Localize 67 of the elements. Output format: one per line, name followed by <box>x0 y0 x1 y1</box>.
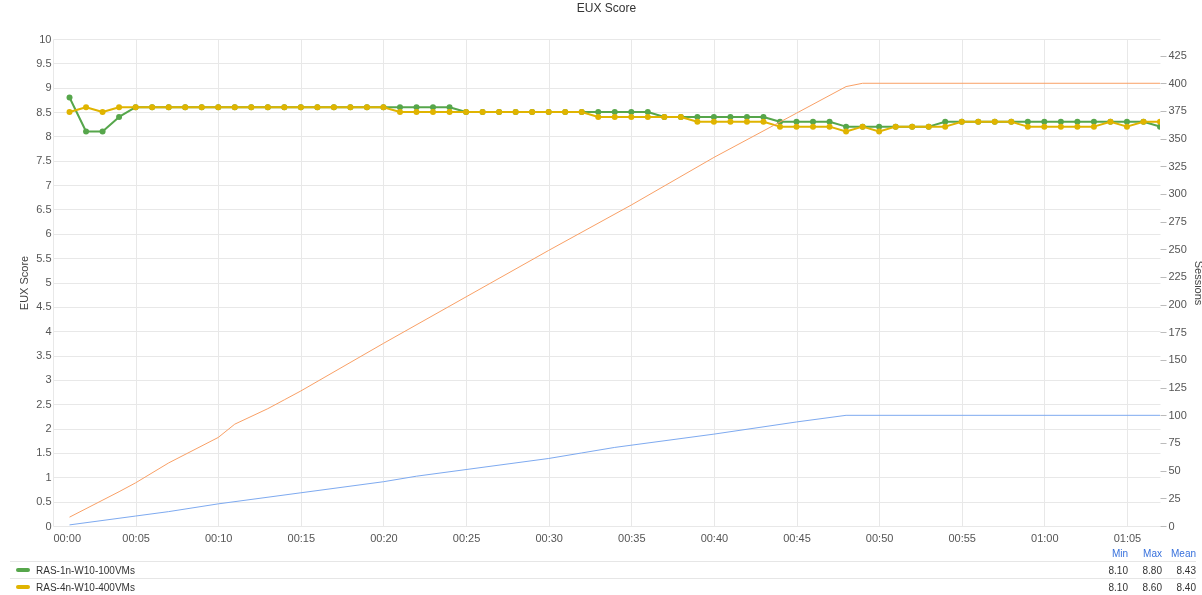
y-tick-label: 3 <box>45 373 52 386</box>
x-tick-label: 00:30 <box>535 531 563 544</box>
y2-tick-label: 400 <box>1168 76 1187 89</box>
text: 8.10 <box>1107 581 1128 593</box>
y2-tick-label: 25 <box>1168 491 1181 504</box>
x-tick-label: 00:15 <box>287 531 316 544</box>
y-tick-label: 10 <box>39 32 52 45</box>
y-axis-title: EUX Score <box>18 255 31 311</box>
x-tick-label: 00:50 <box>865 531 894 544</box>
y2-tick-label: 0 <box>1168 519 1175 532</box>
y-tick-label: 1 <box>45 470 52 483</box>
y-tick-label: 7.5 <box>36 154 52 167</box>
x-tick-label: 01:05 <box>1113 531 1142 544</box>
y-tick-label: 6 <box>45 227 52 240</box>
y-tick-label: 5.5 <box>36 251 52 264</box>
text: 8.10 <box>1107 564 1128 576</box>
text: Max <box>1142 547 1162 559</box>
y2-tick-label: 275 <box>1168 215 1187 228</box>
x-tick-label: 00:25 <box>452 531 481 544</box>
text: 8.60 <box>1141 581 1162 593</box>
y2-tick-label: 150 <box>1168 353 1187 366</box>
y-tick-label: 8.5 <box>36 105 52 118</box>
legend-label: RAS-4n-W10-400VMs <box>36 581 135 593</box>
x-tick-label: 00:40 <box>700 531 729 544</box>
y2-tick-label: 125 <box>1168 381 1187 394</box>
text: 8.40 <box>1175 581 1196 593</box>
y2-tick-label: 425 <box>1168 49 1187 62</box>
y-tick-label: 9 <box>45 81 52 94</box>
x-tick-label: 00:20 <box>370 531 398 544</box>
y2-tick-label: 175 <box>1168 325 1187 338</box>
text: Mean <box>1170 547 1196 559</box>
text: Min <box>1110 547 1128 559</box>
y2-tick-label: 100 <box>1168 408 1187 421</box>
y-tick-label: 0 <box>45 519 52 532</box>
chart-title: EUX Score <box>576 1 637 15</box>
y2-tick-label: 325 <box>1168 159 1187 172</box>
y-tick-label: 0.5 <box>36 495 52 508</box>
y2-tick-label: 350 <box>1168 132 1187 145</box>
y-tick-label: 4.5 <box>36 300 52 313</box>
legend-label: RAS-1n-W10-100VMs <box>36 564 135 576</box>
x-tick-label: 00:55 <box>948 531 976 544</box>
y2-tick-label: 75 <box>1168 436 1181 449</box>
y2-axis-title: Sessions <box>1192 260 1202 306</box>
y2-tick-label: 250 <box>1168 242 1187 255</box>
y-tick-label: 5 <box>45 276 52 288</box>
text: 8.43 <box>1175 564 1196 576</box>
x-tick-label: 00:10 <box>204 531 233 544</box>
text: 8.80 <box>1141 564 1162 576</box>
y-tick-label: 2 <box>45 422 52 435</box>
x-tick-label: 00:00 <box>53 531 82 544</box>
y-tick-label: 1.5 <box>36 446 52 459</box>
y-tick-label: 4 <box>45 324 52 337</box>
y2-tick-label: 50 <box>1168 464 1181 477</box>
y2-tick-label: 375 <box>1168 104 1187 117</box>
y-tick-label: 3.5 <box>36 349 52 362</box>
x-tick-label: 01:00 <box>1031 531 1059 544</box>
y2-tick-label: 300 <box>1168 187 1187 200</box>
y-tick-label: 9.5 <box>36 56 52 69</box>
x-tick-label: 00:35 <box>618 531 646 544</box>
x-tick-label: 00:45 <box>783 531 811 544</box>
y-tick-label: 2.5 <box>36 397 52 410</box>
y-tick-label: 6.5 <box>36 202 52 215</box>
x-tick-label: 00:05 <box>122 531 150 544</box>
y-tick-label: 7 <box>45 178 52 191</box>
y-tick-label: 8 <box>45 129 52 142</box>
y2-tick-label: 225 <box>1168 270 1187 283</box>
y2-tick-label: 200 <box>1168 298 1187 311</box>
